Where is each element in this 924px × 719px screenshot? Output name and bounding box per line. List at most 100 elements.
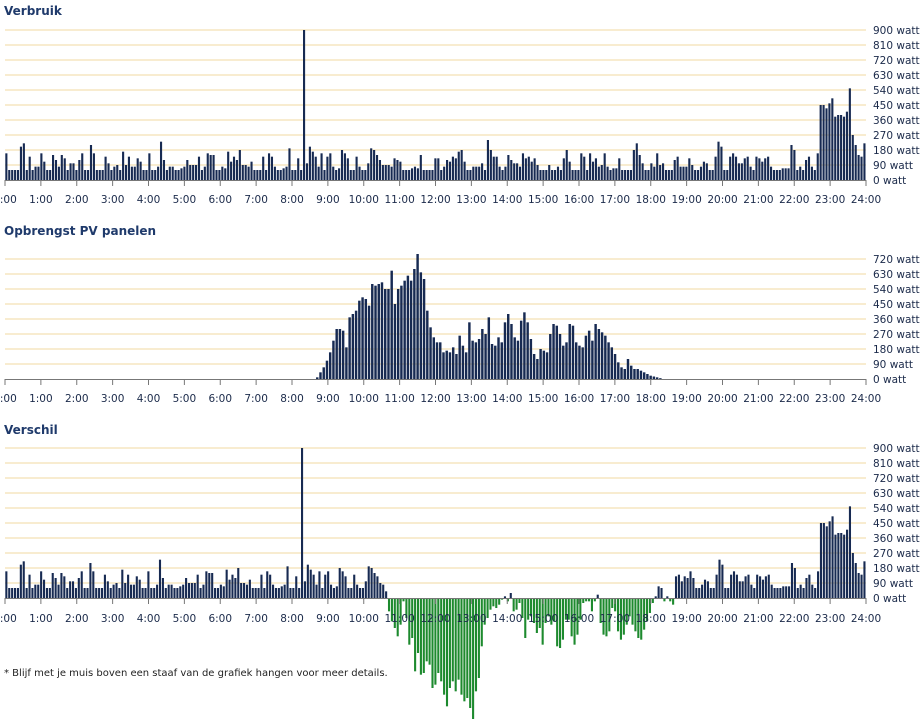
bar[interactable]: [666, 596, 669, 598]
bar[interactable]: [335, 586, 338, 598]
bar[interactable]: [646, 374, 649, 379]
bar[interactable]: [648, 598, 651, 613]
bar[interactable]: [709, 588, 712, 598]
bar[interactable]: [378, 160, 382, 180]
bar[interactable]: [574, 342, 578, 379]
bar[interactable]: [515, 598, 518, 610]
bar[interactable]: [773, 588, 776, 598]
bar[interactable]: [582, 598, 585, 603]
bar[interactable]: [602, 598, 605, 635]
bar[interactable]: [425, 598, 428, 662]
bar[interactable]: [518, 598, 521, 603]
bar[interactable]: [863, 561, 866, 598]
bar[interactable]: [634, 598, 637, 632]
bar[interactable]: [57, 584, 60, 598]
bar[interactable]: [636, 369, 639, 379]
bar[interactable]: [57, 166, 60, 180]
bar[interactable]: [562, 345, 565, 379]
bar[interactable]: [270, 156, 274, 180]
bar[interactable]: [695, 588, 698, 598]
bar[interactable]: [103, 574, 106, 598]
bar[interactable]: [788, 586, 791, 598]
bar[interactable]: [573, 598, 576, 645]
bar[interactable]: [49, 170, 52, 180]
bar[interactable]: [466, 170, 469, 180]
bar[interactable]: [324, 574, 327, 598]
bar[interactable]: [610, 347, 614, 379]
bar[interactable]: [808, 574, 811, 598]
bar[interactable]: [468, 322, 471, 379]
bar[interactable]: [497, 337, 500, 379]
bar[interactable]: [110, 170, 113, 180]
bar[interactable]: [714, 156, 717, 180]
bar[interactable]: [631, 598, 634, 625]
bar[interactable]: [669, 598, 672, 602]
bar[interactable]: [311, 151, 314, 180]
bar[interactable]: [317, 166, 320, 180]
bar[interactable]: [380, 282, 384, 379]
bar[interactable]: [130, 166, 133, 180]
bar[interactable]: [60, 573, 63, 598]
bar[interactable]: [186, 160, 189, 180]
bar[interactable]: [516, 163, 519, 180]
bar[interactable]: [819, 105, 822, 180]
bar[interactable]: [708, 170, 711, 180]
bar[interactable]: [8, 170, 11, 180]
bar[interactable]: [561, 598, 565, 640]
bar[interactable]: [375, 155, 379, 180]
bar[interactable]: [393, 598, 396, 628]
bar[interactable]: [245, 584, 249, 598]
bar[interactable]: [619, 598, 622, 640]
bar[interactable]: [778, 170, 781, 180]
bar[interactable]: [720, 146, 723, 180]
bar[interactable]: [182, 584, 185, 598]
bar[interactable]: [325, 360, 329, 379]
bar[interactable]: [784, 168, 787, 180]
bar[interactable]: [206, 153, 209, 180]
bar[interactable]: [419, 598, 422, 675]
bar[interactable]: [390, 166, 393, 180]
bar[interactable]: [697, 170, 700, 180]
bar[interactable]: [618, 158, 621, 180]
bar[interactable]: [703, 579, 707, 598]
bar[interactable]: [779, 588, 782, 598]
bar[interactable]: [385, 591, 388, 598]
bar[interactable]: [472, 598, 475, 719]
bar[interactable]: [279, 170, 282, 180]
bar[interactable]: [347, 588, 350, 598]
bar[interactable]: [672, 598, 675, 605]
bar[interactable]: [338, 568, 341, 598]
bar[interactable]: [530, 598, 533, 617]
bar[interactable]: [640, 598, 643, 640]
bar[interactable]: [495, 156, 498, 180]
bar[interactable]: [364, 581, 367, 598]
bar[interactable]: [332, 340, 335, 379]
bar[interactable]: [448, 352, 452, 379]
bar[interactable]: [5, 571, 8, 598]
bar[interactable]: [37, 584, 40, 598]
bar[interactable]: [492, 156, 495, 180]
bar[interactable]: [664, 170, 668, 180]
bar[interactable]: [796, 588, 799, 598]
bar[interactable]: [124, 583, 127, 598]
bar[interactable]: [796, 170, 799, 180]
bar[interactable]: [443, 598, 446, 695]
bar[interactable]: [77, 578, 80, 598]
bar[interactable]: [523, 312, 526, 379]
bar[interactable]: [370, 568, 373, 598]
bar[interactable]: [151, 170, 154, 180]
bar[interactable]: [416, 598, 420, 653]
bar[interactable]: [332, 588, 335, 598]
bar[interactable]: [107, 163, 110, 180]
bar[interactable]: [437, 158, 440, 180]
bar[interactable]: [547, 598, 550, 617]
bar[interactable]: [370, 148, 373, 180]
bar[interactable]: [735, 574, 738, 598]
bar[interactable]: [638, 155, 641, 180]
bar[interactable]: [351, 314, 355, 379]
bar[interactable]: [22, 143, 25, 180]
bar[interactable]: [294, 170, 297, 180]
bar[interactable]: [445, 350, 448, 379]
bar[interactable]: [599, 598, 602, 623]
bar[interactable]: [471, 340, 474, 379]
